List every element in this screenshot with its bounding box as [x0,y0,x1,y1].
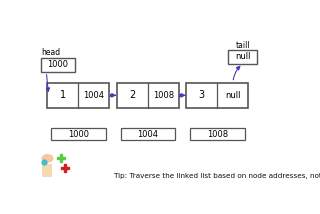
Text: Tip: Traverse the linked list based on node addresses, not node va: Tip: Traverse the linked list based on n… [115,174,320,180]
Text: null: null [235,52,251,61]
Text: 1004: 1004 [137,129,158,138]
Bar [51,128,106,140]
Bar [121,128,175,140]
Text: taill: taill [236,41,250,50]
Bar [190,128,244,140]
Bar [41,58,75,72]
Text: 1000: 1000 [68,129,89,138]
Text: 1008: 1008 [207,129,228,138]
Text: 1008: 1008 [153,91,174,100]
Bar [186,83,248,108]
Bar [43,164,52,177]
Bar [47,83,109,108]
Text: 1004: 1004 [84,91,104,100]
Text: 2: 2 [129,90,135,100]
Text: 1000: 1000 [47,60,68,69]
Bar [117,83,179,108]
Text: head: head [41,48,60,57]
Text: 1: 1 [60,90,66,100]
Text: null: null [225,91,241,100]
Circle shape [42,155,53,162]
Bar [228,51,257,64]
Text: 3: 3 [199,90,205,100]
